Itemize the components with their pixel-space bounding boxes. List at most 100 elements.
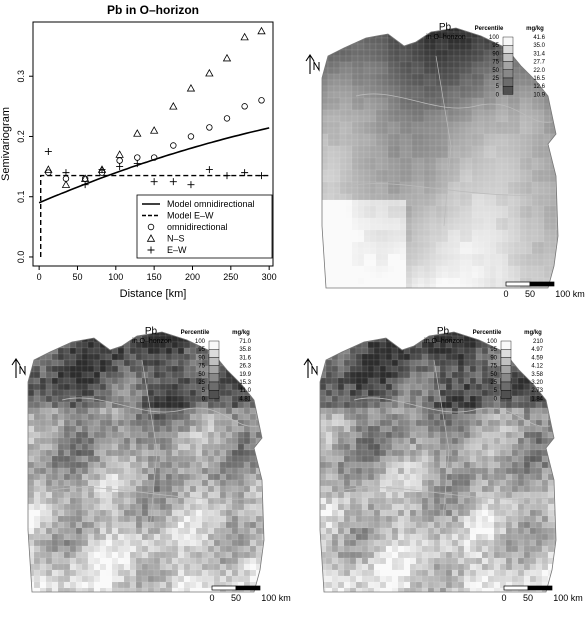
map-cell: [361, 353, 369, 361]
map-cell: [339, 175, 347, 183]
map-cell: [451, 383, 459, 391]
map-cell: [489, 205, 497, 213]
map-cell: [28, 383, 35, 391]
map-cell: [517, 332, 525, 337]
map-cell: [447, 121, 455, 129]
map-cell: [75, 365, 83, 373]
map-cell: [361, 395, 369, 403]
map-cell: [447, 61, 455, 69]
map-cell: [453, 259, 461, 267]
plot-frame: [32, 21, 274, 267]
map-cell: [93, 503, 101, 511]
map-cell: [421, 443, 429, 451]
map-cell: [225, 539, 233, 547]
map-cell: [123, 581, 131, 589]
map-cell: [33, 389, 41, 397]
map-cell: [417, 235, 425, 243]
map-cell: [28, 491, 29, 499]
map-cell: [399, 109, 407, 117]
map-cell: [357, 31, 365, 39]
map-cell: [560, 348, 566, 354]
map-cell: [322, 259, 323, 267]
map-cell: [415, 365, 423, 373]
map-cell: [435, 169, 443, 177]
map-cell: [451, 461, 459, 469]
map-cell: [513, 73, 521, 81]
map-cell: [393, 61, 401, 69]
percentile-label: 0: [202, 396, 206, 402]
map-cell: [357, 97, 365, 105]
map-cell: [399, 73, 407, 81]
map-cell: [201, 419, 209, 427]
map-cell: [373, 332, 381, 337]
map-cell: [349, 425, 357, 433]
map-cell: [99, 497, 107, 505]
map-cell: [477, 217, 485, 225]
map-cell: [33, 332, 41, 337]
map-cell: [237, 521, 245, 529]
map-cell: [513, 61, 521, 69]
map-cell: [381, 283, 389, 288]
map-cell: [28, 389, 35, 397]
map-cell: [562, 140, 568, 146]
legend-swatch: [208, 390, 220, 399]
map-cell: [547, 449, 555, 457]
map-cell: [453, 253, 461, 261]
map-cell: [93, 431, 101, 439]
map-cell: [327, 133, 335, 141]
map-cell: [429, 127, 437, 135]
map-cell: [465, 241, 473, 249]
map-cell: [63, 359, 71, 367]
map-cell: [375, 91, 383, 99]
map-cell: [207, 485, 215, 493]
map-cell: [177, 557, 185, 565]
map-cell: [207, 443, 215, 451]
map-cell: [320, 401, 321, 409]
map-cell: [219, 575, 227, 583]
map-cell: [451, 455, 459, 463]
map-cell: [51, 401, 59, 409]
map-cell: [459, 253, 467, 261]
map-cell: [487, 425, 495, 433]
map-cell: [339, 235, 347, 243]
map-cell: [231, 437, 239, 445]
map-cell: [207, 467, 215, 475]
map-cell: [320, 341, 321, 349]
map-cell: [135, 431, 143, 439]
map-cell: [555, 163, 558, 171]
map-cell: [387, 187, 395, 195]
map-cell: [343, 335, 351, 343]
map-cell: [345, 133, 353, 141]
map-cell: [243, 551, 251, 559]
map-cell: [493, 449, 501, 457]
map-cell: [28, 401, 29, 409]
map-cell: [237, 425, 245, 433]
map-cell: [562, 212, 568, 218]
map-cell: [33, 449, 41, 457]
map-cell: [537, 103, 545, 111]
map-cell: [333, 67, 341, 75]
map-cell: [99, 419, 107, 427]
map-cell: [135, 563, 143, 571]
map-cell: [367, 407, 375, 415]
map-cell: [373, 389, 381, 397]
map-cell: [255, 527, 263, 535]
legend-box: [136, 194, 273, 259]
map-cell: [367, 425, 375, 433]
map-cell: [495, 163, 503, 171]
map-cell: [99, 332, 107, 337]
map-cell: [411, 55, 419, 63]
map-cell: [560, 354, 566, 360]
map-cell: [45, 533, 53, 541]
map-cell: [231, 389, 239, 397]
map-cell: [429, 193, 437, 201]
map-cell: [513, 121, 521, 129]
map-cell: [243, 557, 251, 565]
map-cell: [81, 581, 89, 589]
map-cell: [501, 229, 509, 237]
map-cell: [75, 515, 83, 523]
map-cell: [397, 377, 405, 385]
map-cell: [391, 455, 399, 463]
map-cell: [483, 199, 491, 207]
map-cell: [519, 205, 527, 213]
